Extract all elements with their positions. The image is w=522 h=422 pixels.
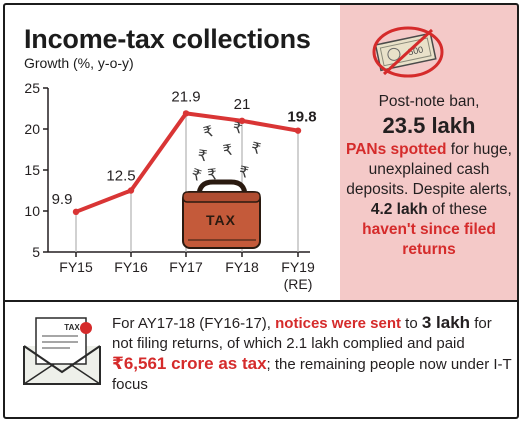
callout-big-number: 23.5 lakh: [382, 113, 476, 138]
x-tick-label: FY16: [114, 259, 148, 275]
tax-bag-top: [182, 191, 261, 203]
callout-pans: PANs spotted: [346, 141, 447, 158]
x-tick-label: FY17: [169, 259, 203, 275]
rupee-symbol: ₹: [249, 138, 263, 158]
data-labels: 9.9 12.5 21.9 21 19.8: [52, 88, 317, 207]
y-tick-label: 15: [24, 162, 40, 178]
rupee-symbol: ₹: [237, 162, 250, 182]
summary-text-4: ; the remaining people now under I-T foc…: [112, 356, 512, 393]
summary-text-3: for not filing returns, of which 2.1 lak…: [112, 315, 492, 352]
x-tick-label: FY19: [281, 259, 315, 275]
ban-circle: [372, 26, 444, 78]
notice-alert-dot: [80, 322, 92, 334]
notices-summary: For AY17-18 (FY16-17), notices were sent…: [112, 313, 512, 395]
section-divider: [3, 300, 519, 302]
data-label: 21: [234, 96, 251, 113]
rupee-symbol: ₹: [222, 141, 235, 160]
summary-amount: ₹6,561 crore as tax: [112, 354, 267, 373]
data-points: [72, 110, 302, 216]
summary-notices: notices were sent: [275, 315, 402, 332]
callout-text-1: for huge, unexplained cash deposits. Des…: [346, 141, 512, 198]
summary-three-lakh: 3 lakh: [421, 313, 471, 332]
data-label: 21.9: [171, 88, 200, 105]
data-point: [238, 117, 246, 125]
data-point: [127, 187, 135, 194]
data-point: [72, 208, 80, 216]
x-tick-labels: FY15 FY16 FY17 FY18 FY19(RE): [59, 252, 315, 292]
x-tick-sublabel: (RE): [284, 276, 313, 292]
chart-subtitle: Growth (%, y-o-y): [24, 55, 134, 71]
callout-intro: Post-note ban,: [378, 93, 480, 110]
data-label: 19.8: [287, 109, 316, 126]
y-ticks: 5 10 15 20 25: [24, 80, 48, 260]
chart-axes: [47, 88, 310, 253]
y-tick-label: 25: [24, 80, 40, 96]
rupee-symbol: ₹: [201, 122, 215, 142]
tax-bag-label: TAX: [206, 212, 236, 228]
x-tick-label: FY18: [225, 259, 259, 275]
data-point: [182, 110, 190, 117]
ban-slash: [382, 28, 434, 76]
growth-line-chart: 5 10 15 20 25 ₹ ₹₹ ₹ ₹₹ ₹₹ TAX 9.9 12.5 21.9 21 19.8…: [24, 80, 317, 292]
tax-bag-icon: TAX: [182, 179, 261, 249]
summary-text-1: For AY17-18 (FY16-17),: [112, 315, 276, 332]
notice-letter: [35, 317, 87, 365]
summary-text-2: to: [401, 315, 422, 332]
tax-bag-handle: [196, 179, 248, 197]
callout-text-2: of these: [427, 201, 488, 218]
banned-note-icon: 500: [372, 26, 444, 78]
chart-title: Income-tax collections: [24, 24, 311, 54]
rupee-symbol: ₹: [196, 146, 208, 165]
x-tick-label: FY15: [59, 259, 93, 275]
notice-letter-label: TAX: [64, 323, 80, 332]
rupee-symbol: ₹: [207, 165, 218, 184]
callout-not-filed: haven't since filed returns: [362, 221, 496, 258]
rupee-symbol: ₹: [189, 165, 204, 185]
y-tick-label: 20: [24, 121, 40, 137]
data-label: 12.5: [106, 168, 135, 185]
callout-count: 4.2 lakh: [370, 201, 428, 218]
data-label: 9.9: [52, 191, 73, 208]
y-tick-label: 10: [24, 203, 40, 219]
tax-notice-envelope-icon: TAX: [23, 317, 101, 385]
rupee-symbols-decoration: ₹ ₹₹ ₹ ₹₹ ₹₹: [189, 118, 263, 185]
y-tick-label: 5: [32, 244, 40, 260]
pan-deposits-callout: Post-note ban, 23.5 lakh PANs spotted fo…: [346, 92, 512, 260]
data-point: [294, 127, 302, 134]
infographic-frame: [3, 3, 519, 419]
